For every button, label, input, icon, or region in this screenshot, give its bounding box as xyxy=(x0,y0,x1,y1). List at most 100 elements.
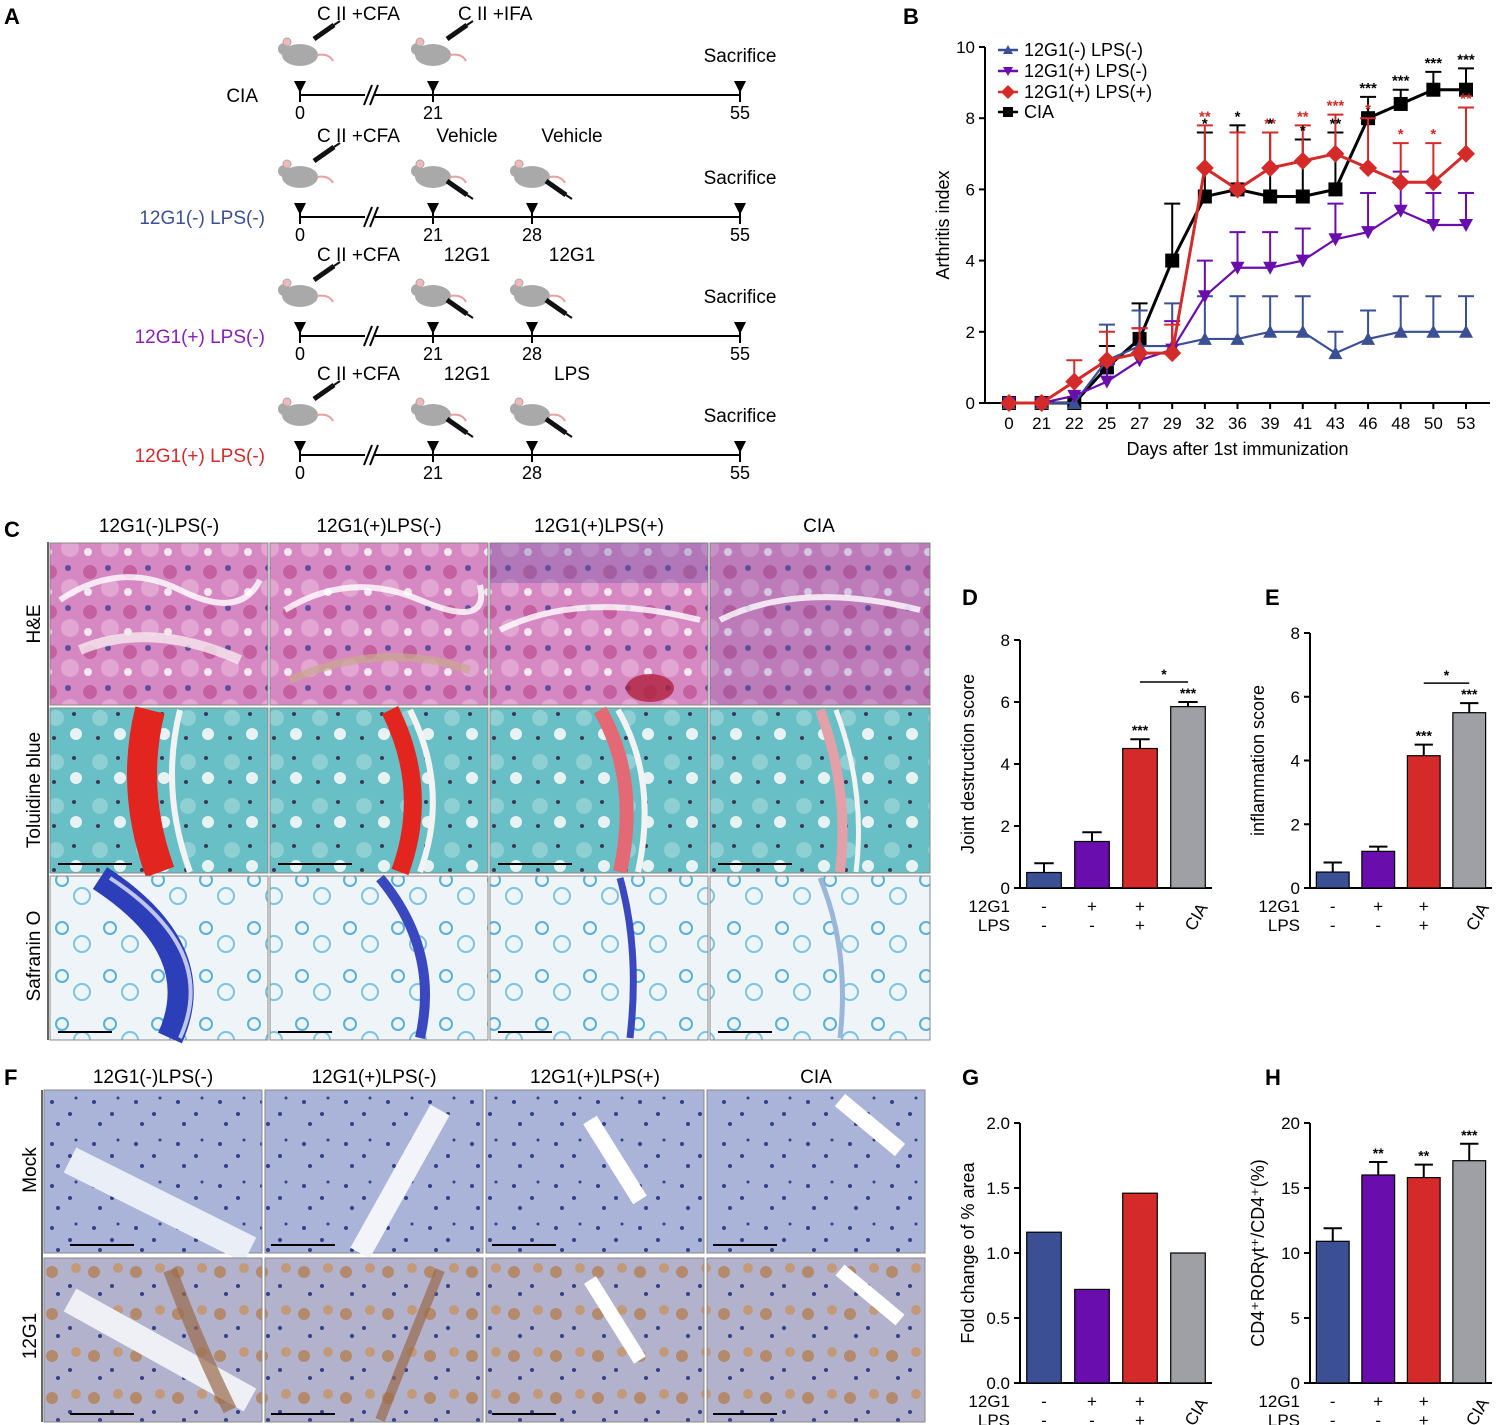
micrograph-safranin-1 xyxy=(49,867,269,1044)
micrograph-he-2 xyxy=(269,542,489,706)
y-axis-label: inflammation score xyxy=(1248,685,1268,836)
timepoint-arrow xyxy=(294,441,306,453)
bar xyxy=(1361,1174,1396,1384)
immunization-label: C II +IFA xyxy=(458,4,533,25)
y-tick-label: 8 xyxy=(966,109,975,128)
syringe-plunger xyxy=(466,432,474,438)
timepoint-arrow xyxy=(734,322,746,334)
f-col-label: CIA xyxy=(800,1067,832,1088)
x-tick-label: 21 xyxy=(1032,414,1051,433)
condition-row-label: LPS xyxy=(978,1411,1010,1425)
condition-sign: - xyxy=(1330,916,1336,935)
x-tick-label: 27 xyxy=(1130,414,1149,433)
day-label: 55 xyxy=(730,225,750,245)
sacrifice-label: Sacrifice xyxy=(704,168,777,189)
sacrifice-label: Sacrifice xyxy=(704,287,777,308)
bar xyxy=(1406,1176,1441,1384)
significance-label: ** xyxy=(1199,108,1211,125)
bar xyxy=(1452,1160,1487,1384)
day-label: 0 xyxy=(295,225,305,245)
data-point xyxy=(1032,394,1051,412)
syringe-icon xyxy=(544,297,568,317)
timepoint-arrow xyxy=(427,322,439,334)
timepoint-arrow xyxy=(427,203,439,215)
data-point xyxy=(1197,331,1212,345)
y-tick-label: 6 xyxy=(1001,693,1010,712)
timeline-break xyxy=(363,84,373,106)
mouse-ear xyxy=(415,397,425,407)
mouse-ear xyxy=(415,278,425,288)
data-point xyxy=(1459,82,1473,97)
bar xyxy=(1026,1231,1062,1384)
mouse-body xyxy=(282,404,318,426)
mouse-body xyxy=(282,285,318,307)
panel-label-h: H xyxy=(1265,1065,1281,1090)
data-point xyxy=(1165,253,1180,268)
significance-label: *** xyxy=(1132,722,1149,738)
micrograph-toluidine-4 xyxy=(709,707,931,874)
mouse-tail xyxy=(548,175,566,184)
ihc-12g1-4 xyxy=(706,1257,926,1423)
day-label: 0 xyxy=(295,344,305,364)
c-col-label: CIA xyxy=(803,516,835,537)
data-point xyxy=(1003,67,1013,76)
condition-sign: - xyxy=(1041,897,1047,916)
f-row-label: Mock xyxy=(20,1147,41,1193)
mouse-body xyxy=(415,285,451,307)
mouse-ear xyxy=(282,278,292,288)
immunization-label: C II +CFA xyxy=(317,126,400,147)
bar xyxy=(1122,747,1158,889)
data-point xyxy=(1003,45,1013,54)
timeline-break xyxy=(369,325,379,347)
condition-sign: - xyxy=(1330,1392,1336,1411)
day-label: 21 xyxy=(423,344,443,364)
condition-sign: - xyxy=(1089,916,1095,935)
x-tick-label: 36 xyxy=(1228,414,1247,433)
timeline-break xyxy=(363,444,373,466)
condition-sign: - xyxy=(1375,916,1381,935)
condition-sign: - xyxy=(1089,1411,1095,1425)
group-label: 12G1(+) LPS(-) xyxy=(135,446,265,467)
x-tick-label: 48 xyxy=(1391,414,1410,433)
timeline-break-gap xyxy=(365,83,375,107)
y-tick-label: 4 xyxy=(1291,752,1300,771)
x-tick-label: 46 xyxy=(1359,414,1378,433)
micrograph-he-4 xyxy=(709,542,931,706)
panel-label-d: D xyxy=(962,585,978,610)
condition-sign: - xyxy=(1375,1411,1381,1425)
syringe-plunger xyxy=(466,20,474,26)
syringe-icon xyxy=(445,178,469,198)
mouse-tail xyxy=(449,53,467,62)
condition-sign: + xyxy=(1419,1392,1429,1411)
significance-label: *** xyxy=(1359,80,1377,97)
c-col-label: 12G1(+)LPS(+) xyxy=(534,516,664,537)
y-tick-label: 10 xyxy=(956,38,975,57)
f-col-label: 12G1(+)LPS(+) xyxy=(530,1067,660,1088)
c-row-label: Toluidine blue xyxy=(24,732,45,848)
ihc-mock-4 xyxy=(706,1089,926,1254)
x-tick-label: 50 xyxy=(1424,414,1443,433)
y-tick-label: 0 xyxy=(1291,1374,1300,1393)
mouse-icon xyxy=(411,397,474,438)
syringe-icon xyxy=(312,263,336,283)
c-row-label: H&E xyxy=(24,604,45,643)
significance-label: *** xyxy=(1457,51,1475,68)
y-axis-label: Arthritis index xyxy=(933,170,953,279)
significance-label: *** xyxy=(1425,55,1443,72)
c-row-label: Safranin O xyxy=(24,911,45,1002)
day-label: 55 xyxy=(730,463,750,483)
panel-label-c: C xyxy=(4,517,20,542)
condition-sign: + xyxy=(1419,1411,1429,1425)
y-tick-label: 20 xyxy=(1281,1114,1300,1133)
significance-label: ** xyxy=(1330,115,1342,132)
mouse-body xyxy=(514,404,550,426)
y-tick-label: 0 xyxy=(1291,879,1300,898)
data-point xyxy=(1459,219,1473,232)
data-point xyxy=(1361,331,1376,345)
data-point xyxy=(1295,254,1310,268)
mouse-tail xyxy=(316,413,334,422)
timeline-break xyxy=(369,206,379,228)
condition-row-label: 12G1 xyxy=(968,897,1010,916)
